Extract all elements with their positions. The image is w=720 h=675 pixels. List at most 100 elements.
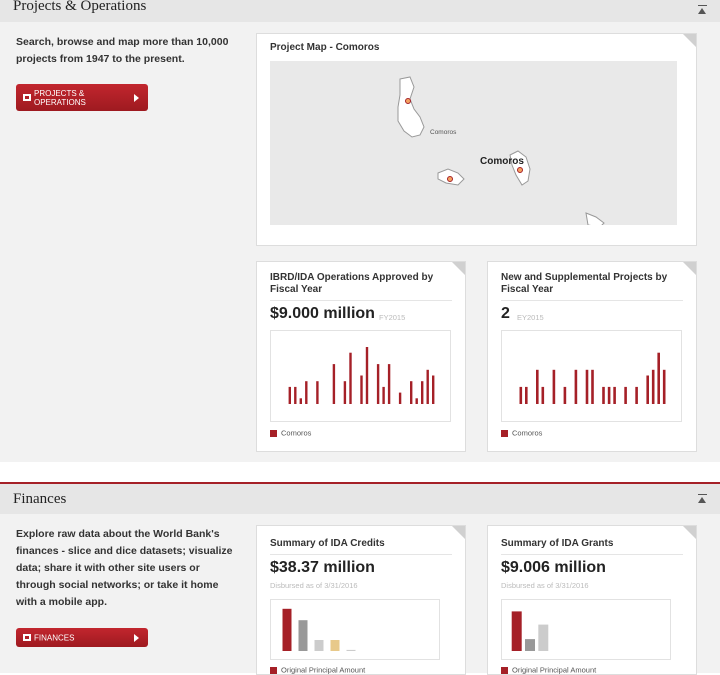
new-chart (501, 330, 682, 422)
credits-legend: Original Principal Amount (270, 665, 365, 675)
chart-bar (288, 386, 291, 404)
new-legend: Comoros (501, 428, 542, 438)
finances-section: Finances Explore raw data about the Worl… (0, 482, 720, 675)
projects-title: Projects & Operations (13, 0, 147, 14)
new-card-title: New and Supplemental Projects by Fiscal … (501, 272, 668, 295)
project-marker (447, 176, 453, 182)
credits-legend-label: Original Principal Amount (281, 665, 366, 675)
chart-bar (662, 369, 666, 404)
new-value: 2 (501, 305, 510, 322)
card-divider (270, 300, 452, 301)
expand-corner-icon[interactable] (683, 526, 696, 539)
chart-bar (298, 620, 308, 651)
credits-chart (270, 599, 440, 660)
credits-value: $38.37 million (270, 559, 375, 576)
expand-corner-icon[interactable] (452, 262, 465, 275)
chart-bar (330, 640, 340, 651)
project-marker (517, 167, 523, 173)
ida-credits-card: Summary of IDA Credits $38.37 million Di… (256, 525, 466, 675)
chart-bar (574, 369, 578, 404)
chart-bar (607, 386, 611, 404)
chart-bar (305, 381, 308, 404)
window-icon (23, 633, 31, 641)
card-divider (501, 300, 683, 301)
new-projects-card: New and Supplemental Projects by Fiscal … (487, 261, 697, 452)
island-grande-comore (397, 76, 425, 138)
chart-bar (635, 386, 638, 404)
chart-bar (332, 364, 336, 404)
chart-bar (426, 369, 429, 404)
chart-bar (538, 624, 549, 651)
chart-bar (525, 386, 528, 404)
finances-intro: Explore raw data about the World Bank's … (16, 528, 233, 608)
project-map-card: Project Map - Comoros Comoros Comoros (256, 33, 697, 246)
chart-bar (299, 398, 302, 404)
map-label-country: Comoros (480, 156, 524, 167)
chart-bar (410, 381, 413, 404)
legend-swatch (501, 666, 508, 674)
finances-header: Finances (0, 484, 720, 514)
chart-bar (519, 386, 523, 404)
ibrd-chart (270, 330, 451, 422)
chart-bar (421, 381, 424, 404)
grants-value: $9.006 million (501, 559, 606, 576)
chart-bar (294, 386, 297, 404)
finances-title: Finances (13, 491, 67, 507)
chart-bar (376, 364, 380, 404)
ibrd-year: FY2015 (379, 313, 406, 322)
chart-bar (387, 364, 391, 404)
card-divider (501, 554, 683, 555)
expand-corner-icon[interactable] (683, 262, 696, 275)
grants-chart (501, 599, 671, 660)
legend-swatch (501, 429, 508, 437)
expand-corner-icon[interactable] (452, 526, 465, 539)
chart-bar (651, 369, 655, 404)
arrow-right-icon (134, 93, 139, 102)
chart-bar (432, 375, 435, 404)
projects-section: Projects & Operations Search, browse and… (0, 0, 720, 462)
legend-swatch (270, 429, 277, 437)
expand-corner-icon[interactable] (683, 34, 696, 47)
projects-button[interactable]: PROJECTS & OPERATIONS (16, 84, 148, 111)
chart-bar (585, 369, 589, 404)
chart-bar (360, 375, 363, 404)
chart-bar (541, 386, 545, 404)
ibrd-chart-svg (288, 347, 435, 404)
credits-card-title: Summary of IDA Credits (270, 538, 385, 549)
new-year: EY2015 (517, 313, 544, 322)
chart-bar (382, 386, 385, 404)
chart-bar (591, 369, 594, 404)
projects-intro: Search, browse and map more than 10,000 … (16, 36, 229, 65)
credits-chart-svg (282, 608, 356, 651)
chart-bar (398, 392, 402, 404)
grants-legend: Original Principal Amount (501, 665, 596, 675)
collapse-icon[interactable] (697, 494, 708, 505)
ida-grants-card: Summary of IDA Grants $9.006 million Dis… (487, 525, 697, 675)
chart-bar (316, 381, 319, 404)
project-marker (405, 98, 411, 104)
card-divider (270, 554, 452, 555)
chart-bar (314, 640, 324, 651)
chart-bar (536, 369, 539, 404)
project-map[interactable]: Comoros Comoros (270, 61, 677, 225)
ibrd-legend: Comoros (270, 428, 311, 438)
ibrd-card-title: IBRD/IDA Operations Approved by Fiscal Y… (270, 272, 434, 295)
chart-bar (282, 608, 292, 651)
new-legend-label: Comoros (512, 428, 543, 438)
chart-bar (346, 649, 356, 651)
arrow-right-icon (134, 633, 139, 642)
projects-header: Projects & Operations (0, 0, 720, 22)
finances-button[interactable]: FINANCES (16, 628, 148, 647)
chart-bar (563, 386, 567, 404)
grants-chart-svg (511, 611, 549, 651)
chart-bar (511, 611, 522, 651)
finances-button-label: FINANCES (34, 633, 75, 642)
chart-bar (613, 386, 616, 404)
ibrd-value: $9.000 million (270, 305, 375, 322)
projects-button-label: PROJECTS & OPERATIONS (34, 88, 86, 107)
chart-bar (525, 639, 535, 651)
chart-bar (365, 347, 369, 404)
collapse-icon[interactable] (697, 5, 708, 16)
island-mayotte (585, 212, 605, 225)
chart-bar (415, 398, 418, 404)
